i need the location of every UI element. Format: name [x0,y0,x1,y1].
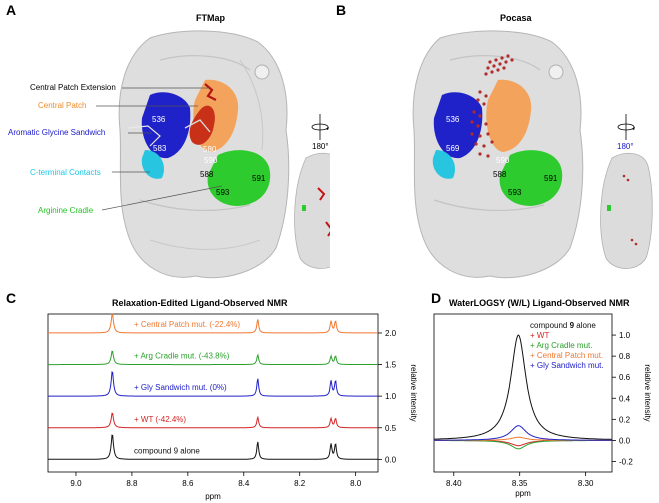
residue-label: 591 [252,174,266,183]
residue-label: 590 [496,156,510,165]
label-aromatic-glycine-sandwich: Aromatic Glycine Sandwich [8,128,106,137]
residue-label: 583 [153,144,167,153]
series-label: compound 9 alone [134,446,200,455]
legend-entry: + WT [530,331,549,340]
panel-c-chart: 9.0 8.8 8.6 8.4 8.2 8.0 2.0 1.5 1.0 0.5 0.0 ppm rela… [47,313,418,501]
c-terminal-contacts-region [432,150,456,179]
y-tick-label: -0.2 [619,457,633,466]
spectrum-line [434,425,612,441]
y-tick-label: 0.6 [619,373,631,382]
panel-b-structure [412,30,653,279]
y-tick-label: 0.0 [385,455,397,464]
panel-letter-a: A [6,2,17,18]
arginine-cradle-region [499,150,563,206]
x-tick-label: 8.0 [350,479,362,488]
residue-label: 593 [216,188,230,197]
rotated-structure-b [600,152,653,269]
panel-d-chart: 8.40 8.35 8.30 1.0 0.8 0.6 0.4 0.2 0.0 -0.2 ppm rel… [433,313,652,498]
y-tick-label: 1.5 [385,361,397,370]
x-axis-label: ppm [515,489,531,498]
spectrum-line [433,334,612,440]
y-tick-label: 0.2 [619,415,631,424]
panel-a-title: FTMap [196,13,225,23]
y-tick-label: 1.0 [385,392,397,401]
rotation-arrow-icon [617,114,635,140]
residue-label: 591 [544,174,558,183]
plot-frame [47,313,379,473]
panel-b-title: Pocasa [500,13,532,23]
x-tick-label: 8.4 [238,479,250,488]
label-arginine-cradle: Arginine Cradle [38,206,94,215]
residue-label: 590 [204,156,218,165]
x-tick-label: 9.0 [70,479,82,488]
spectrum-line [48,350,378,366]
legend-entry: compound 9 alone [530,321,596,330]
y-tick-label: 0.8 [619,352,631,361]
label-c-terminal-contacts: C-terminal Contacts [30,168,101,177]
x-tick-label: 8.2 [294,479,306,488]
y-tick-label: 0.0 [619,436,631,445]
rotated-structure-a [294,152,330,269]
plot-frame [433,313,613,473]
y-tick-label: 0.5 [385,424,397,433]
panel-letter-b: B [336,2,347,18]
y-axis-label: relative intensity [643,364,652,421]
series-label: + Central Patch mut. (-22.4%) [134,320,240,329]
residue-label: 588 [200,170,214,179]
residue-label: 569 [446,144,460,153]
rotation-label: 180° [312,142,329,151]
label-central-patch: Central Patch [38,101,87,110]
spectrum-line [48,412,378,429]
spectrum-line [48,313,378,334]
x-axis-label: ppm [205,492,221,501]
spectrum-line [48,371,378,397]
residue-label: 536 [446,115,460,124]
label-central-patch-extension: Central Patch Extension [30,83,116,92]
y-tick-label: 0.4 [619,394,631,403]
panel-c-title: Relaxation-Edited Ligand-Observed NMR [112,298,288,308]
x-tick-label: 8.8 [126,479,138,488]
ftmap-probe-cluster [189,105,215,145]
rotation-label: 180° [617,142,634,151]
residue-label: 580 [203,145,217,154]
x-tick-label: 8.30 [578,479,594,488]
series-label: + Gly Sandwich mut. (0%) [134,383,227,392]
legend-entry: + Gly Sandwich mut. [530,361,604,370]
c-terminal-contacts-region [141,150,165,179]
x-tick-label: 8.40 [446,479,462,488]
x-tick-label: 8.6 [182,479,194,488]
y-tick-label: 1.0 [619,331,631,340]
panel-letter-c: C [6,290,17,306]
series-label: + WT (-42.4%) [134,415,186,424]
panel-a-structure [96,30,330,279]
spectrum-line [434,440,612,447]
pocasa-pocket-points [470,54,514,158]
residue-label: 536 [152,115,166,124]
spectrum-line [48,434,378,460]
legend-entry: + Arg Cradle mut. [530,341,592,350]
y-axis-label: relative intensity [409,364,418,421]
central-patch-region [486,79,532,152]
residue-label: 588 [493,170,507,179]
arginine-cradle-region [207,150,271,206]
y-tick-label: 2.0 [385,329,397,338]
label-leaders-a [96,87,223,211]
legend-entry: + Central Patch mut. [530,351,603,360]
residue-label: 593 [508,188,522,197]
series-label: + Arg Cradle mut. (-43.8%) [134,352,230,361]
rotation-arrow-icon [311,114,329,140]
aromatic-glycine-sandwich-region [433,92,483,159]
panel-d-title: WaterLOGSY (W/L) Ligand-Observed NMR [449,298,630,308]
panel-letter-d: D [431,290,442,306]
x-tick-label: 8.35 [512,479,528,488]
